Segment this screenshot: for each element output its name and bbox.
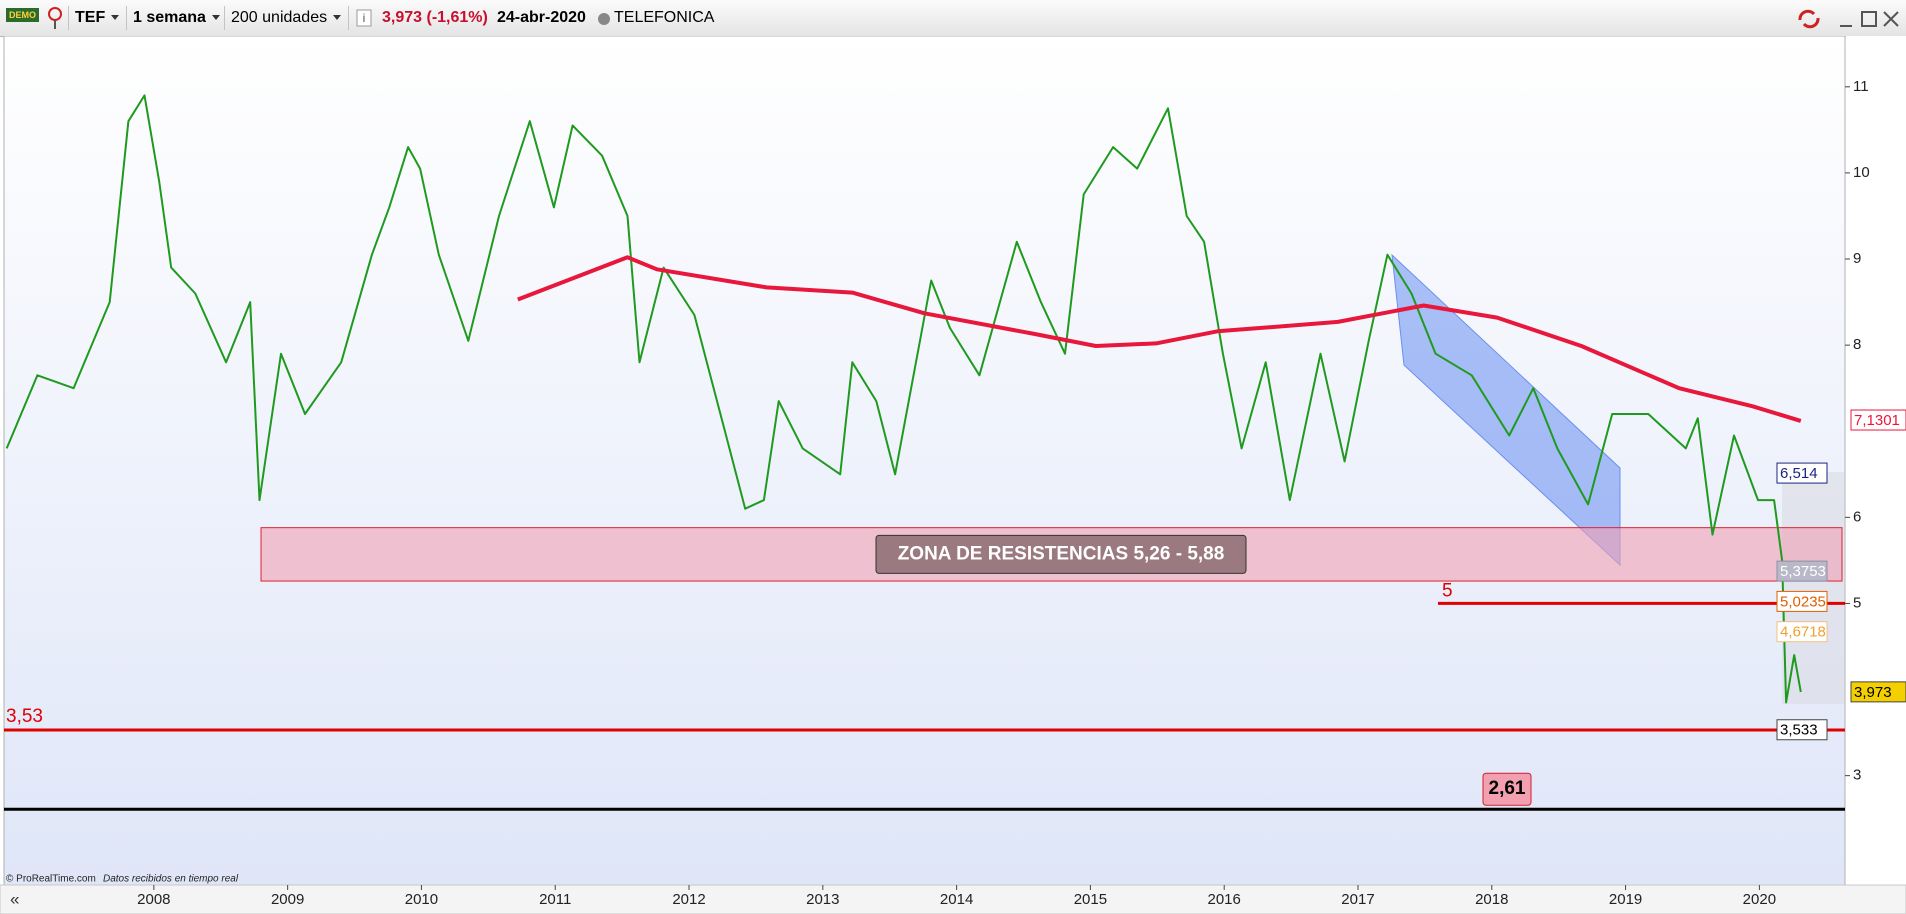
level-label: 2,61 — [1489, 778, 1526, 799]
y-tick-label: 11 — [1853, 78, 1869, 95]
footer-copyright: © ProRealTime.com — [6, 874, 96, 885]
series-line — [517, 255, 1802, 423]
y-axis-area — [1846, 36, 1906, 885]
x-axis-area — [0, 884, 1906, 914]
svg-text:i: i — [363, 11, 366, 25]
toolbar: DEMO TEF 1 semana 200 unidades i 3,973 (… — [0, 0, 1906, 37]
price-label-box — [1776, 462, 1828, 484]
level-label: 3,53 — [6, 706, 43, 727]
alert-icon[interactable] — [46, 5, 64, 31]
units-select[interactable]: 200 unidades — [231, 9, 341, 27]
price-label-box — [1776, 560, 1828, 582]
price-label-box — [1776, 621, 1828, 643]
price-label: 5,0235 — [1780, 593, 1826, 610]
y-tick-label: 9 — [1853, 250, 1861, 267]
x-tick-label: 2008 — [137, 891, 170, 908]
date: 24-abr-2020 — [497, 9, 586, 26]
price-label: 7,1301 — [1854, 412, 1900, 429]
x-tick-label: 2012 — [672, 891, 705, 908]
price-label: 3,533 — [1780, 722, 1818, 739]
window-buttons[interactable] — [1796, 6, 1902, 32]
price-label: 5,3753 — [1780, 563, 1826, 580]
footer-status: Datos recibidos en tiempo real — [103, 874, 239, 885]
y-tick-label: 8 — [1853, 336, 1861, 353]
x-tick-label: 2016 — [1208, 891, 1241, 908]
x-tick-label: 2015 — [1074, 891, 1107, 908]
zone-label-box — [875, 534, 1247, 574]
price-label: 6,514 — [1780, 465, 1818, 482]
series-line — [5, 94, 1802, 704]
chart: « 3 5 6 8 9 10 11 2008 2009 2010 2011 2012 2013 2014 2… — [0, 36, 1906, 914]
zone-label: ZONA DE RESISTENCIAS 5,26 - 5,88 — [898, 543, 1225, 564]
y-tick-label: 10 — [1853, 164, 1870, 181]
y-tick-label: 6 — [1853, 508, 1861, 525]
instrument-name: TELEFONICA — [614, 9, 715, 26]
info-icon[interactable]: i — [356, 9, 372, 27]
scroll-button[interactable]: « — [10, 889, 19, 908]
y-tick-label: 3 — [1853, 767, 1861, 784]
y-tick-label: 5 — [1853, 594, 1861, 611]
x-tick-label: 2020 — [1743, 891, 1776, 908]
price-label: 3,973 — [1854, 684, 1892, 701]
price-label-box — [1776, 590, 1828, 612]
x-tick-label: 2013 — [806, 891, 839, 908]
quote: 3,973 (-1,61%) — [382, 9, 488, 26]
period-select[interactable]: 1 semana — [133, 9, 220, 27]
level-label: 5 — [1442, 580, 1453, 601]
x-tick-label: 2019 — [1609, 891, 1642, 908]
plot-area — [3, 36, 1846, 886]
level-label-box — [1482, 772, 1532, 806]
x-tick-label: 2009 — [271, 891, 304, 908]
price-label-box — [1776, 719, 1828, 741]
status-dot — [598, 13, 610, 25]
symbol-select[interactable]: TEF — [75, 9, 119, 27]
demo-badge: DEMO — [6, 8, 39, 22]
price-label-box — [1850, 681, 1906, 703]
x-tick-label: 2014 — [940, 891, 973, 908]
x-tick-label: 2018 — [1475, 891, 1508, 908]
x-tick-label: 2011 — [539, 891, 571, 908]
price-label-box — [1850, 409, 1906, 431]
price-label: 4,6718 — [1780, 624, 1826, 641]
x-tick-label: 2010 — [405, 891, 438, 908]
x-tick-label: 2017 — [1341, 891, 1374, 908]
